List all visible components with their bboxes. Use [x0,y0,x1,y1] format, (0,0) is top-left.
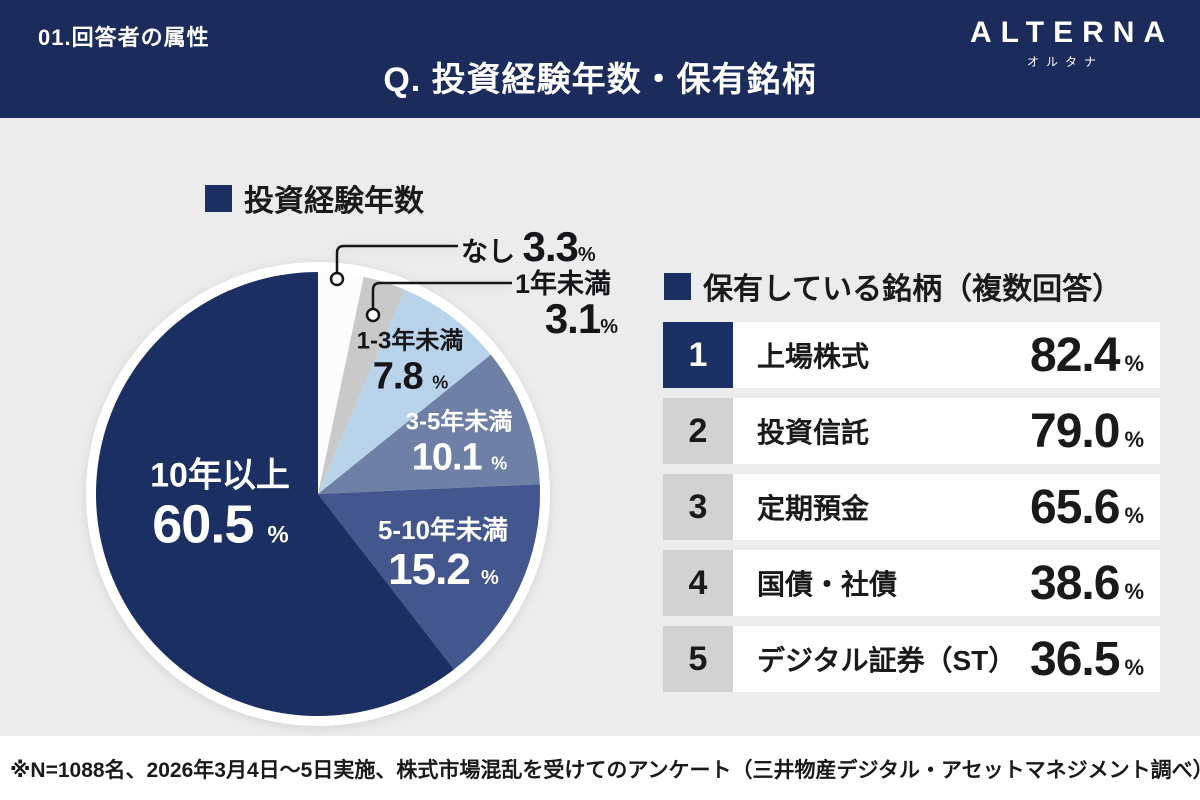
pie-label-nashi: なし 3.3% [461,223,596,270]
row-value: 36.5% [1030,632,1144,686]
pie-slice [318,272,364,494]
pie-slice [95,272,455,716]
row-label: デジタル証券（ST） [757,645,1017,676]
square-bullet-icon [205,184,232,212]
pie-label-3-5yr: 3-5年未満 10.1 % [405,408,513,479]
row-value: 79.0% [1030,404,1144,458]
table-row: 3 定期預金 65.6% [663,474,1160,540]
table-row: 1 上場株式 82.4% [663,322,1160,388]
pie-value-under1yr: 3.1% [544,295,618,342]
holdings-ranking-table: 1 上場株式 82.4% 2 投資信託 79.0% 3 定期預金 65.6% 4… [663,322,1160,702]
rank-badge: 3 [663,474,733,540]
logo-wordmark: ALTERNA [970,16,1175,49]
table-row: 5 デジタル証券（ST） 36.5% [663,626,1160,692]
row-value: 82.4% [1030,328,1144,382]
pie-label-10yr-plus: 10年以上 60.5 % [150,456,290,555]
row-label: 定期預金 [757,493,870,524]
row-value: 65.6% [1030,480,1144,534]
pie-label-5-10yr: 5-10年未満 15.2 % [377,514,509,594]
callout-dot-icon [329,271,345,287]
callout-dot-icon [365,307,381,323]
rank-badge: 1 [663,322,733,388]
pie-label-under1yr: 1年未満 [515,269,612,299]
alterna-logo: ALTERNA オルタナ [970,16,1175,70]
footer-bar: ※N=1088名、2026年3月4日〜5日実施、株式市場混乱を受けてのアンケート… [0,736,1200,800]
pie-section-heading: 投資経験年数 [205,176,424,220]
pie-slice [318,276,405,494]
pie-value-nashi: 3.3 [522,223,579,270]
logo-subtext: オルタナ [1026,55,1103,69]
pie-svg [86,244,550,726]
section-label: 01.回答者の属性 [38,25,210,50]
rank-badge: 2 [663,398,733,464]
pie-section-heading-label: 投資経験年数 [244,185,424,218]
holdings-section-heading-label: 保有している銘柄（複数回答） [703,273,1123,306]
rank-badge: 4 [663,550,733,616]
square-bullet-icon [664,272,691,300]
holdings-section-heading: 保有している銘柄（複数回答） [664,264,1122,308]
row-label: 上場株式 [757,341,870,372]
table-row: 4 国債・社債 38.6% [663,550,1160,616]
header-bar: 01.回答者の属性 Q. 投資経験年数・保有銘柄 ALTERNA オルタナ [0,0,1200,118]
page-title: Q. 投資経験年数・保有銘柄 [383,61,817,99]
pie-label-1-3yr: 1-3年未満 7.8 % [356,327,464,398]
callout-line-under1yr [371,281,512,315]
row-label: 国債・社債 [757,569,898,600]
pie-slice [318,354,540,494]
survey-note: ※N=1088名、2026年3月4日〜5日実施、株式市場混乱を受けてのアンケート… [10,759,1200,782]
row-label: 投資信託 [757,417,870,448]
callout-line-nashi [335,244,458,279]
experience-pie-chart: なし 3.3% 1年未満 3.1% 1-3年未満 7.8 % 3-5年未満 10… [75,215,645,745]
callout-lines [335,244,512,315]
rank-badge: 5 [663,626,733,692]
table-row: 2 投資信託 79.0% [663,398,1160,464]
pie-slice [318,289,491,494]
row-value: 38.6% [1030,556,1144,610]
pie-slice [318,484,541,670]
